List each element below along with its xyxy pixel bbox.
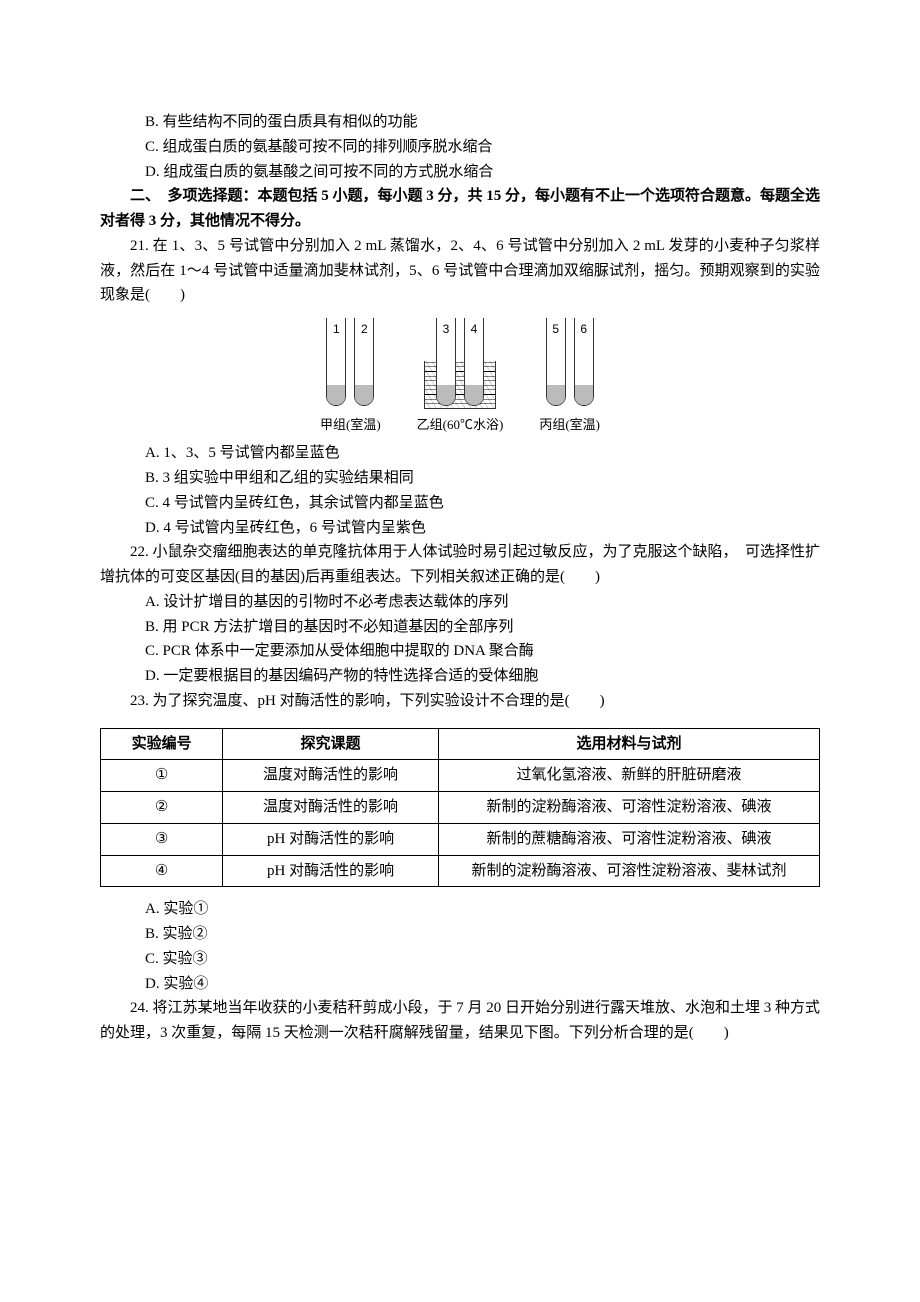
q23-stem: 23. 为了探究温度、pH 对酶活性的影响，下列实验设计不合理的是( ) — [100, 689, 820, 714]
q24-stem: 24. 将江苏某地当年收获的小麦秸秆剪成小段，于 7 月 20 日开始分别进行露… — [100, 996, 820, 1046]
tube-group: 12 甲组(室温) — [320, 318, 381, 435]
prev-option-c: C. 组成蛋白质的氨基酸可按不同的排列顺序脱水缩合 — [100, 135, 820, 160]
water-bath — [424, 361, 496, 409]
table-cell: pH 对酶活性的影响 — [223, 855, 439, 887]
test-tube: 5 — [546, 318, 566, 406]
table-row: ①温度对酶活性的影响过氧化氢溶液、新鲜的肝脏研磨液 — [101, 760, 820, 792]
q22-option-a: A. 设计扩增目的基因的引物时不必考虑表达载体的序列 — [100, 590, 820, 615]
q21-stem: 21. 在 1、3、5 号试管中分别加入 2 mL 蒸馏水，2、4、6 号试管中… — [100, 234, 820, 308]
test-tube: 3 — [436, 318, 456, 406]
table-row: ④pH 对酶活性的影响新制的淀粉酶溶液、可溶性淀粉溶液、斐林试剂 — [101, 855, 820, 887]
tubes-row: 34 — [436, 318, 484, 406]
tube-number: 2 — [355, 320, 373, 340]
tube-group: 34 乙组(60℃水浴) — [417, 318, 504, 435]
table-row: ②温度对酶活性的影响新制的淀粉酶溶液、可溶性淀粉溶液、碘液 — [101, 792, 820, 824]
tube-group: 56 丙组(室温) — [539, 318, 600, 435]
q22-option-b: B. 用 PCR 方法扩增目的基因时不必知道基因的全部序列 — [100, 615, 820, 640]
table-cell: ④ — [101, 855, 223, 887]
q23-option-a: A. 实验① — [100, 897, 820, 922]
table-header: 实验编号 — [101, 728, 223, 760]
test-tube: 4 — [464, 318, 484, 406]
q22-option-c: C. PCR 体系中一定要添加从受体细胞中提取的 DNA 聚合酶 — [100, 639, 820, 664]
tubes-row: 56 — [546, 318, 594, 406]
group-label: 甲组(室温) — [320, 414, 381, 435]
test-tube: 1 — [326, 318, 346, 406]
prev-option-b: B. 有些结构不同的蛋白质具有相似的功能 — [100, 110, 820, 135]
table-cell: ③ — [101, 823, 223, 855]
section-2-heading: 二、 多项选择题：本题包括 5 小题，每小题 3 分，共 15 分，每小题有不止… — [100, 184, 820, 234]
q21-option-a: A. 1、3、5 号试管内都呈蓝色 — [100, 441, 820, 466]
tubes-row: 12 — [326, 318, 374, 406]
table-cell: 温度对酶活性的影响 — [223, 760, 439, 792]
table-header: 选用材料与试剂 — [438, 728, 819, 760]
q21-figure: 12 甲组(室温) 34 乙组(60℃水浴) 56 丙组(室温) — [100, 318, 820, 435]
table-cell: 新制的淀粉酶溶液、可溶性淀粉溶液、斐林试剂 — [438, 855, 819, 887]
q21-option-d: D. 4 号试管内呈砖红色，6 号试管内呈紫色 — [100, 516, 820, 541]
q21-option-b: B. 3 组实验中甲组和乙组的实验结果相同 — [100, 466, 820, 491]
group-label: 乙组(60℃水浴) — [417, 414, 504, 435]
q23-table: 实验编号探究课题选用材料与试剂①温度对酶活性的影响过氧化氢溶液、新鲜的肝脏研磨液… — [100, 728, 820, 888]
table-cell: ① — [101, 760, 223, 792]
q21-option-c: C. 4 号试管内呈砖红色，其余试管内都呈蓝色 — [100, 491, 820, 516]
table-cell: pH 对酶活性的影响 — [223, 823, 439, 855]
tube-number: 4 — [465, 320, 483, 340]
q23-option-b: B. 实验② — [100, 922, 820, 947]
table-header: 探究课题 — [223, 728, 439, 760]
table-cell: 温度对酶活性的影响 — [223, 792, 439, 824]
tube-number: 3 — [437, 320, 455, 340]
tube-number: 5 — [547, 320, 565, 340]
test-tube: 2 — [354, 318, 374, 406]
table-cell: 新制的淀粉酶溶液、可溶性淀粉溶液、碘液 — [438, 792, 819, 824]
table-cell: 新制的蔗糖酶溶液、可溶性淀粉溶液、碘液 — [438, 823, 819, 855]
tube-number: 1 — [327, 320, 345, 340]
table-cell: 过氧化氢溶液、新鲜的肝脏研磨液 — [438, 760, 819, 792]
table-row: ③pH 对酶活性的影响新制的蔗糖酶溶液、可溶性淀粉溶液、碘液 — [101, 823, 820, 855]
tube-number: 6 — [575, 320, 593, 340]
q23-option-d: D. 实验④ — [100, 972, 820, 997]
q23-option-c: C. 实验③ — [100, 947, 820, 972]
q22-option-d: D. 一定要根据目的基因编码产物的特性选择合适的受体细胞 — [100, 664, 820, 689]
table-cell: ② — [101, 792, 223, 824]
prev-option-d: D. 组成蛋白质的氨基酸之间可按不同的方式脱水缩合 — [100, 160, 820, 185]
q22-stem: 22. 小鼠杂交瘤细胞表达的单克隆抗体用于人体试验时易引起过敏反应，为了克服这个… — [100, 540, 820, 590]
test-tube: 6 — [574, 318, 594, 406]
group-label: 丙组(室温) — [539, 414, 600, 435]
